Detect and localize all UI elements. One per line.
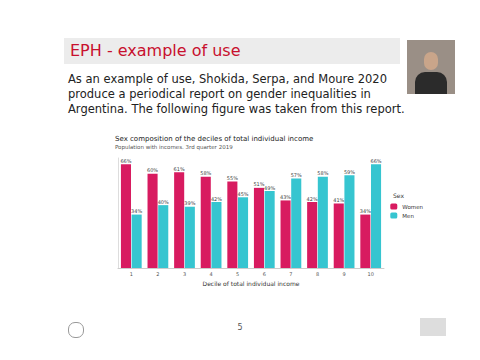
svg-text:42%: 42% bbox=[211, 196, 222, 202]
svg-text:66%: 66% bbox=[370, 158, 381, 164]
svg-text:5: 5 bbox=[236, 271, 239, 277]
svg-text:6: 6 bbox=[263, 271, 266, 277]
svg-text:51%: 51% bbox=[253, 181, 264, 187]
svg-text:8: 8 bbox=[316, 271, 319, 277]
svg-text:60%: 60% bbox=[147, 167, 158, 173]
svg-text:Men: Men bbox=[402, 213, 414, 219]
svg-text:34%: 34% bbox=[131, 208, 142, 214]
svg-text:43%: 43% bbox=[280, 194, 291, 200]
svg-text:7: 7 bbox=[289, 271, 292, 277]
svg-text:4: 4 bbox=[210, 271, 213, 277]
svg-text:59%: 59% bbox=[344, 169, 355, 175]
svg-text:9: 9 bbox=[343, 271, 346, 277]
svg-text:10: 10 bbox=[368, 271, 374, 277]
svg-text:Population with incomes. 3rd q: Population with incomes. 3rd quarter 201… bbox=[115, 144, 233, 151]
svg-text:Sex: Sex bbox=[393, 192, 404, 199]
svg-text:57%: 57% bbox=[291, 172, 302, 178]
svg-text:66%: 66% bbox=[120, 158, 131, 164]
svg-text:58%: 58% bbox=[200, 170, 211, 176]
svg-text:61%: 61% bbox=[174, 166, 185, 172]
svg-text:2: 2 bbox=[156, 271, 159, 277]
svg-text:58%: 58% bbox=[317, 170, 328, 176]
svg-text:42%: 42% bbox=[307, 196, 318, 202]
svg-text:55%: 55% bbox=[227, 175, 238, 181]
html-text:5: 5 bbox=[237, 323, 243, 332]
svg-text:45%: 45% bbox=[237, 191, 248, 197]
html-text:As an example of use, Shokida,: As an example of use, Shokida, Serpa, an… bbox=[68, 72, 405, 116]
svg-text:Women: Women bbox=[402, 204, 423, 210]
svg-text:3: 3 bbox=[183, 271, 186, 277]
svg-text:Sex composition of the deciles: Sex composition of the deciles of total … bbox=[115, 135, 313, 143]
svg-text:34%: 34% bbox=[360, 208, 371, 214]
svg-text:40%: 40% bbox=[158, 199, 169, 205]
html-text:EPH - example of use: EPH - example of use bbox=[70, 41, 241, 60]
svg-text:41%: 41% bbox=[333, 197, 344, 203]
svg-text:49%: 49% bbox=[264, 185, 275, 191]
svg-text:Decile of total individual inc: Decile of total individual income bbox=[203, 280, 300, 287]
svg-text:39%: 39% bbox=[184, 200, 195, 206]
svg-text:1: 1 bbox=[130, 271, 133, 277]
